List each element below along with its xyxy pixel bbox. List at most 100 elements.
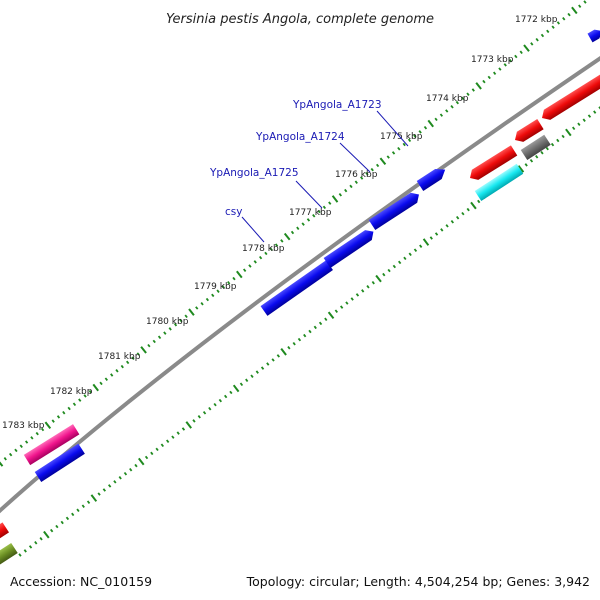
major-tick <box>90 494 98 502</box>
minor-tick <box>445 224 449 228</box>
minor-tick <box>179 318 183 323</box>
gene-feature-YpAngola_A1724[interactable] <box>416 165 449 192</box>
minor-tick <box>508 58 513 63</box>
minor-tick <box>86 500 91 504</box>
gene-feature-csy[interactable] <box>323 227 377 268</box>
major-tick <box>571 6 578 15</box>
minor-tick <box>477 199 481 204</box>
gene-feature-1778[interactable] <box>260 260 333 316</box>
minor-tick <box>131 356 135 360</box>
minor-tick <box>213 402 217 407</box>
minor-tick <box>211 293 215 298</box>
minor-tick <box>125 360 130 365</box>
minor-tick <box>418 130 422 134</box>
minor-tick <box>350 297 354 301</box>
gene-label-YpAngola_A1724[interactable]: YpAngola_A1724 <box>255 131 345 143</box>
gene-label-leaders <box>241 110 409 243</box>
minor-tick <box>387 268 391 273</box>
minor-tick <box>413 134 417 138</box>
kbp-label: 1780 kbp <box>146 317 189 327</box>
minor-tick <box>461 96 465 101</box>
minor-tick <box>202 411 207 415</box>
minor-tick <box>487 75 491 80</box>
minor-tick <box>253 260 257 264</box>
minor-tick <box>556 138 560 143</box>
minor-tick <box>334 309 339 313</box>
minor-tick <box>318 321 323 326</box>
gene-feature-gray[interactable] <box>520 134 551 161</box>
minor-tick <box>113 480 117 484</box>
minor-tick <box>303 333 307 338</box>
gene-feature-red-1[interactable] <box>467 145 518 183</box>
minor-tick <box>165 439 170 443</box>
minor-tick <box>3 457 7 461</box>
minor-tick <box>264 251 268 256</box>
minor-tick <box>71 512 75 517</box>
major-tick <box>475 82 482 90</box>
minor-tick <box>524 163 528 167</box>
minor-tick <box>171 435 175 439</box>
minor-tick <box>28 545 33 549</box>
kbp-label: 1777 kbp <box>289 208 332 218</box>
gene-feature-cyan[interactable] <box>474 163 524 202</box>
minor-tick <box>345 301 349 305</box>
minor-tick <box>60 520 64 525</box>
minor-tick <box>402 142 406 147</box>
major-tick <box>43 530 50 539</box>
tick-tracks <box>0 0 600 557</box>
minor-tick <box>419 244 423 248</box>
minor-tick <box>173 322 178 327</box>
minor-tick <box>391 151 396 155</box>
minor-tick <box>35 431 39 436</box>
major-tick <box>375 274 382 283</box>
minor-tick <box>232 276 236 281</box>
minor-tick <box>354 180 358 184</box>
minor-tick <box>192 419 196 423</box>
minor-tick <box>296 226 300 231</box>
minor-tick <box>271 358 275 362</box>
gene-label-csy[interactable]: csy <box>225 206 242 218</box>
minor-tick <box>258 255 263 260</box>
minor-tick <box>392 264 397 269</box>
minor-tick <box>434 117 438 122</box>
minor-tick <box>583 0 587 4</box>
minor-tick <box>160 443 165 448</box>
gene-feature-red-edge[interactable] <box>0 522 10 541</box>
gene-feature-olive[interactable] <box>0 542 18 566</box>
gene-label-YpAngola_A1725[interactable]: YpAngola_A1725 <box>209 167 299 179</box>
minor-tick <box>375 163 380 168</box>
minor-tick <box>39 537 43 541</box>
minor-tick <box>290 230 295 235</box>
gene-feature-1783-blue[interactable] <box>34 443 85 483</box>
major-tick <box>565 128 572 137</box>
minor-tick <box>503 63 507 67</box>
gene-feature-1783-magenta[interactable] <box>23 424 80 466</box>
minor-tick <box>276 354 281 358</box>
major-tick <box>0 461 4 467</box>
gene-feature-red-2[interactable] <box>512 119 544 145</box>
minor-tick <box>297 337 302 342</box>
minor-tick <box>514 54 518 59</box>
minor-tick <box>498 67 502 71</box>
gene-label-YpAngola_A1723[interactable]: YpAngola_A1723 <box>292 99 382 111</box>
minor-tick <box>461 211 465 216</box>
gene-feature-YpAngola_A1725[interactable] <box>368 189 423 231</box>
major-tick <box>523 44 530 52</box>
minor-tick <box>221 285 226 289</box>
kbp-label: 1776 kbp <box>335 170 378 180</box>
minor-tick <box>34 541 38 545</box>
minor-tick <box>529 159 534 163</box>
major-tick <box>140 346 147 354</box>
minor-tick <box>301 222 305 226</box>
minor-tick <box>181 427 186 431</box>
gene-feature-1772[interactable] <box>587 27 600 43</box>
minor-tick <box>227 281 231 285</box>
major-tick <box>517 165 525 173</box>
minor-tick <box>466 92 470 96</box>
minor-tick <box>338 193 343 197</box>
minor-tick <box>144 455 149 460</box>
minor-tick <box>205 297 210 302</box>
gene-feature-red-3[interactable] <box>539 70 600 124</box>
major-tick <box>470 201 477 210</box>
minor-tick <box>195 306 199 310</box>
